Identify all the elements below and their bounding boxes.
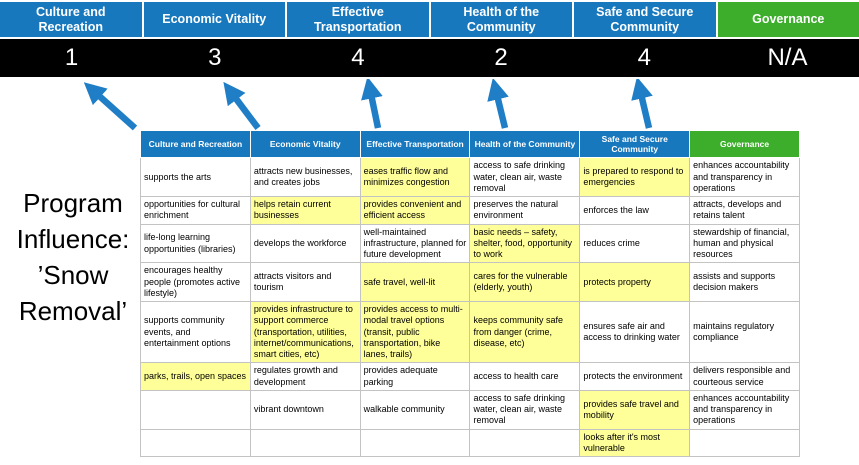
table-cell-highlighted: protects property (579, 262, 691, 303)
table-cell-highlighted: eases traffic flow and minimizes congest… (359, 157, 471, 198)
pillar-header-effective-transportation: Effective Transportation (287, 2, 429, 37)
table-row: opportunities for cultural enrichment hel… (140, 196, 800, 225)
table-cell-highlighted: looks after it's most vulnerable (579, 428, 691, 458)
table-cell-highlighted: parks, trails, open spaces (140, 362, 251, 391)
up-arrow-icon (361, 79, 383, 129)
score-arrows (83, 79, 653, 131)
program-influence-label: Program Influence: ’Snow Removal’ (0, 186, 146, 330)
table-row: supports community events, and entertain… (140, 301, 800, 364)
table-cell-highlighted: provides safe travel and mobility (579, 389, 691, 430)
table-cell-highlighted: helps retain current businesses (249, 196, 361, 225)
score-row: 1 3 4 2 4 N/A (0, 39, 859, 77)
table-cell: ensures safe air and access to drinking … (579, 301, 691, 364)
matrix-header-row: Culture and Recreation Economic Vitality… (140, 129, 800, 159)
table-cell: stewardship of financial, human and phys… (689, 223, 800, 264)
matrix-header-effective-transportation: Effective Transportation (359, 129, 471, 159)
matrix-header-economic-vitality: Economic Vitality (249, 129, 361, 159)
table-cell (249, 428, 361, 458)
influence-matrix-table: Culture and Recreation Economic Vitality… (140, 129, 800, 458)
up-arrow-icon (631, 79, 653, 129)
table-cell-highlighted: provides convenient and efficient access (359, 196, 471, 225)
table-cell: walkable community (359, 389, 471, 430)
table-cell: vibrant downtown (249, 389, 361, 430)
table-cell: assists and supports decision makers (689, 262, 800, 303)
matrix-header-health-community: Health of the Community (469, 129, 581, 159)
table-row: vibrant downtown walkable community access… (140, 389, 800, 430)
up-arrow-icon (223, 81, 261, 130)
table-cell: develops the workforce (249, 223, 361, 264)
score-culture-recreation: 1 (64, 44, 79, 71)
matrix-header-culture-recreation: Culture and Recreation (140, 129, 251, 159)
table-cell (359, 428, 471, 458)
matrix-body: supports the arts attracts new businesses… (140, 157, 800, 458)
table-cell (140, 428, 251, 458)
table-cell: enforces the law (579, 196, 691, 225)
table-cell: provides adequate parking (359, 362, 471, 391)
table-cell: enhances accountability and transparency… (689, 157, 800, 198)
table-row: looks after it's most vulnerable (140, 428, 800, 458)
table-cell: attracts, develops and retains talent (689, 196, 800, 225)
score-governance: N/A (767, 44, 808, 71)
table-cell (689, 428, 800, 458)
program-label-line: Removal’ (18, 295, 128, 326)
program-label-line: ’Snow (37, 259, 109, 290)
pillar-header-safe-secure-community: Safe and Secure Community (574, 2, 716, 37)
table-cell: well-maintained infrastructure, planned … (359, 223, 471, 264)
table-cell: reduces crime (579, 223, 691, 264)
table-cell: maintains regulatory compliance (689, 301, 800, 364)
table-cell-highlighted: provides access to multi-modal travel op… (359, 301, 471, 364)
up-arrow-icon (83, 82, 138, 131)
matrix-header-safe-secure-community: Safe and Secure Community (579, 129, 691, 159)
table-row: parks, trails, open spaces regulates grow… (140, 362, 800, 391)
table-cell-highlighted: provides infrastructure to support comme… (249, 301, 361, 364)
program-label-line: Influence: (16, 223, 130, 254)
table-cell-highlighted: cares for the vulnerable (elderly, youth… (469, 262, 581, 303)
table-cell: enhances accountability and transparency… (689, 389, 800, 430)
pillar-header-economic-vitality: Economic Vitality (143, 2, 285, 37)
table-cell (140, 389, 251, 430)
pillar-header-culture-recreation: Culture and Recreation (0, 2, 142, 37)
table-cell: regulates growth and development (249, 362, 361, 391)
table-cell: opportunities for cultural enrichment (140, 196, 251, 225)
table-cell: encourages healthy people (promotes acti… (140, 262, 251, 303)
table-row: supports the arts attracts new businesses… (140, 157, 800, 198)
pillar-header-health-community: Health of the Community (430, 2, 572, 37)
table-cell: supports the arts (140, 157, 251, 198)
table-cell-highlighted: safe travel, well-lit (359, 262, 471, 303)
matrix-header-governance: Governance (689, 129, 800, 159)
table-cell: attracts new businesses, and creates job… (249, 157, 361, 198)
table-cell: life-long learning opportunities (librar… (140, 223, 251, 264)
score-economic-vitality: 3 (208, 44, 222, 71)
score-health-community: 2 (494, 44, 508, 71)
table-row: life-long learning opportunities (librar… (140, 223, 800, 264)
score-safe-secure-community: 4 (637, 44, 651, 71)
table-cell: supports community events, and entertain… (140, 301, 251, 364)
table-cell-highlighted: basic needs – safety, shelter, food, opp… (469, 223, 581, 264)
table-cell: delivers responsible and courteous servi… (689, 362, 800, 391)
table-cell: access to health care (469, 362, 581, 391)
table-cell-highlighted: keeps community safe from danger (crime,… (469, 301, 581, 364)
table-cell (469, 428, 581, 458)
up-arrow-icon (487, 79, 509, 129)
pillar-header-row: Culture and Recreation Economic Vitality… (0, 2, 859, 37)
pillar-header-governance: Governance (717, 2, 859, 37)
table-cell: access to safe drinking water, clean air… (469, 157, 581, 198)
program-label-line: Program (23, 188, 123, 218)
table-row: encourages healthy people (promotes acti… (140, 262, 800, 303)
table-cell: protects the environment (579, 362, 691, 391)
score-effective-transportation: 4 (351, 44, 365, 71)
table-cell: attracts visitors and tourism (249, 262, 361, 303)
table-cell: access to safe drinking water, clean air… (469, 389, 581, 430)
table-cell: preserves the natural environment (469, 196, 581, 225)
table-cell-highlighted: is prepared to respond to emergencies (579, 157, 691, 198)
